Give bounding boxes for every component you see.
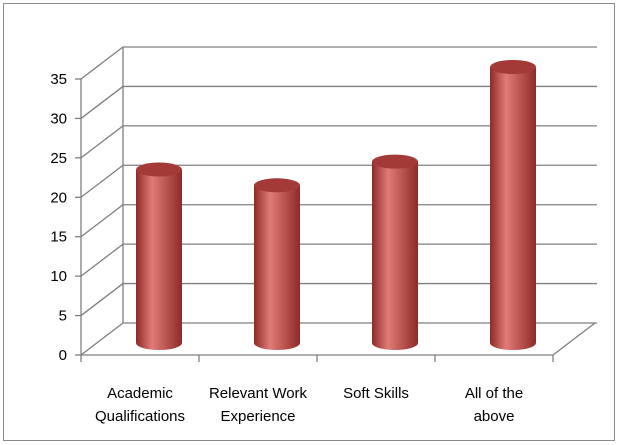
bar-chart: 0 5 10 15 20 25 30 35 Academic Qualifications Rele… [50,46,597,425]
bar-body [136,169,182,350]
x-tick-label: Relevant Work [209,385,308,402]
x-tick-label: Qualifications [95,408,185,425]
gridline-depth [80,164,124,198]
floor-right-edge [552,322,596,356]
y-tick-label: 0 [59,347,67,364]
bars [136,60,536,350]
gridline-depth [80,243,124,277]
y-tick-label: 25 [50,150,67,167]
x-tick-label: above [474,408,515,425]
labels: 0 5 10 15 20 25 30 35 Academic Qualifications Rele… [50,71,523,425]
y-tick-label: 30 [50,110,67,127]
bar-top [372,154,418,169]
bar-4 [490,60,536,350]
bar-top [254,178,300,193]
chart-frame: 0 5 10 15 20 25 30 35 Academic Qualifications Rele… [3,3,615,441]
gridline-depth [80,283,124,317]
x-tick-label: Experience [220,408,295,425]
gridline-depth [80,46,124,80]
gridline-depth [80,204,124,238]
gridline-depth [80,322,124,356]
y-tick-label: 15 [50,229,67,246]
y-tick-label: 10 [50,268,67,285]
gridline-depth [80,85,124,119]
x-tick-label: Academic [107,385,173,402]
bar-body [254,185,300,350]
y-tick-label: 5 [59,308,67,325]
x-tick-label: Soft Skills [343,385,409,402]
y-tick-label: 20 [50,189,67,206]
bar-body [490,67,536,350]
x-tick-label: All of the [465,385,523,402]
bar-top [490,60,536,74]
bar-3 [372,154,418,350]
gridline-depth [80,125,124,159]
bar-2 [254,178,300,350]
y-tick-label: 35 [50,71,67,88]
bar-body [372,161,418,350]
bar-1 [136,162,182,350]
axes [75,47,596,362]
bar-top [136,162,182,177]
